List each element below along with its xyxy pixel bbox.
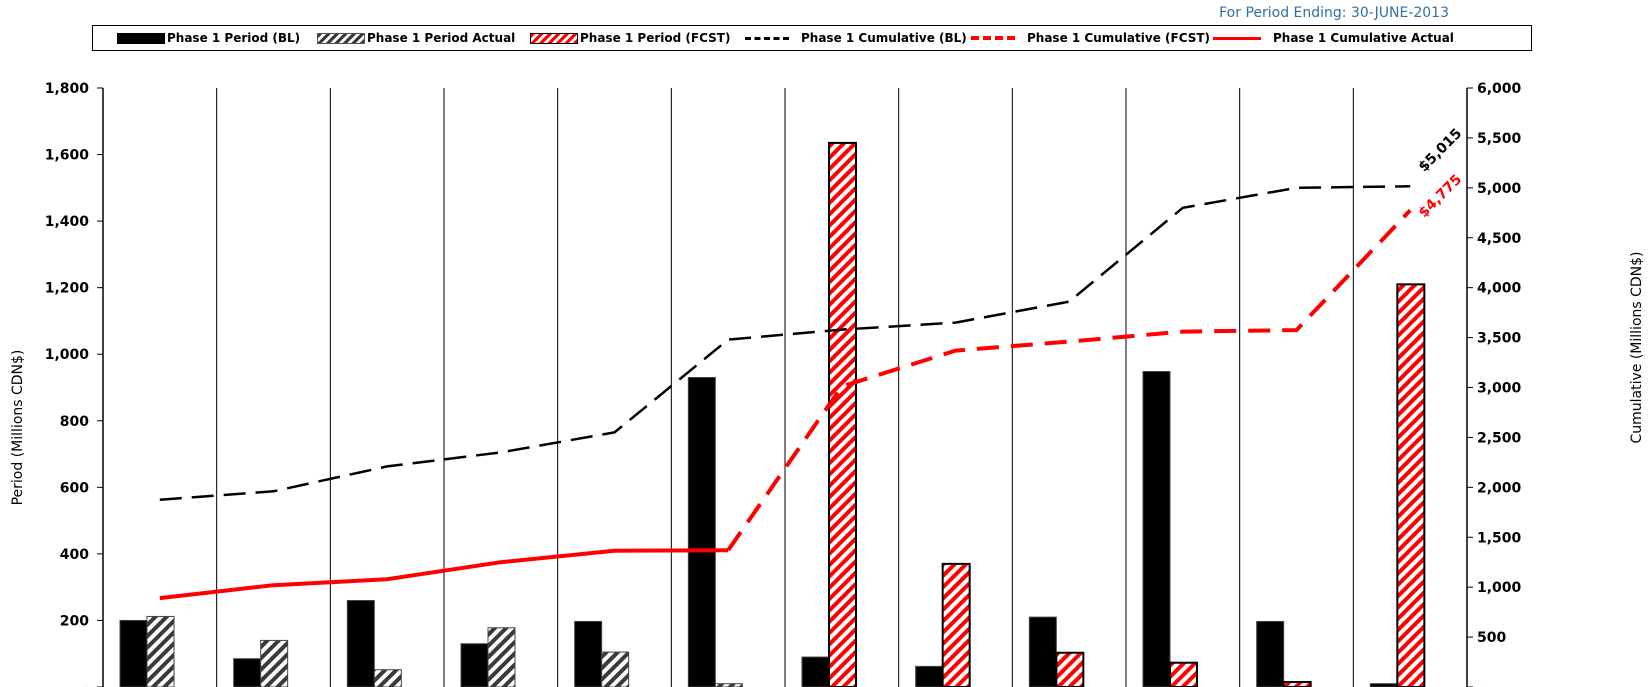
solid-black-swatch-icon (117, 32, 165, 44)
y-tick-label-right: 6,000 (1477, 81, 1522, 97)
bar-solid-black (574, 620, 603, 687)
legend-label: Phase 1 Cumulative Actual (1273, 31, 1454, 45)
y-tick-label-left: - (83, 680, 89, 687)
hatch-red-swatch-icon (530, 32, 578, 44)
y-tick-label-right: 4,000 (1477, 281, 1522, 297)
bar-hatch-black (146, 615, 175, 687)
bar-solid-black (460, 643, 489, 687)
bar-hatch-red (1282, 681, 1312, 687)
bar-hatch-black (260, 639, 289, 687)
y-tick-label-left: 200 (60, 613, 89, 629)
y-tick-label-right: 1,000 (1477, 580, 1522, 596)
period-ending-note: For Period Ending: 30-JUNE-2013 (1219, 5, 1449, 21)
bar-hatch-black (487, 627, 516, 687)
legend-item-period-actual: Phase 1 Period Actual (317, 26, 515, 50)
line-solid-red (159, 548, 729, 601)
y-tick-label-left: 1,000 (45, 347, 90, 363)
bar-solid-black (346, 599, 375, 687)
bar-hatch-black (714, 683, 743, 687)
data-label-annotation: $4,775 (1416, 172, 1466, 222)
legend-item-cumulative-bl: Phase 1 Cumulative (BL) (745, 26, 967, 50)
y-axis-label-right: Cumulative (Millions CDN$) (1629, 251, 1645, 443)
y-tick-label-left: 1,200 (45, 281, 90, 297)
legend-item-period-bl: Phase 1 Period (BL) (117, 26, 300, 50)
y-tick-label-left: 400 (60, 547, 89, 563)
legend-item-cumulative-fcst: Phase 1 Cumulative (FCST) (971, 26, 1210, 50)
y-tick-label-right: 3,000 (1477, 381, 1522, 397)
y-tick-label-right: 5,000 (1477, 181, 1522, 197)
bar-hatch-red (1055, 651, 1085, 687)
legend-label: Phase 1 Period Actual (367, 31, 516, 45)
y-axis-label-left: Period (Millions CDN$) (10, 350, 26, 506)
y-tick-label-right: 5,500 (1477, 131, 1522, 147)
bar-hatch-black (373, 669, 402, 687)
line-dash-red (726, 208, 1412, 552)
y-tick-label-right: 500 (1477, 630, 1506, 646)
legend-label: Phase 1 Cumulative (FCST) (1027, 31, 1211, 45)
bar-hatch-black (601, 651, 630, 687)
legend-item-period-fcst: Phase 1 Period (FCST) (530, 26, 730, 50)
solid-red-swatch-icon (1213, 36, 1261, 40)
y-tick-label-left: 600 (60, 480, 89, 496)
bar-solid-black (1256, 620, 1285, 687)
chart-legend: Phase 1 Period (BL) Phase 1 Period Actua… (92, 25, 1532, 51)
legend-label: Phase 1 Period (FCST) (580, 31, 731, 45)
dash-black-swatch-icon (745, 36, 789, 40)
y-tick-label-right: 1,500 (1477, 530, 1522, 546)
y-tick-label-right: 2,000 (1477, 480, 1522, 496)
y-tick-label-right: - (1477, 680, 1483, 687)
data-label-annotation: $5,015 (1416, 126, 1466, 176)
y-tick-label-left: 1,400 (45, 214, 90, 230)
bar-solid-black (119, 619, 148, 687)
y-tick-label-right: 2,500 (1477, 430, 1522, 446)
line-dash-black (159, 185, 1411, 502)
bar-solid-black (233, 658, 262, 687)
bar-hatch-red (1396, 283, 1426, 687)
y-tick-label-right: 3,500 (1477, 331, 1522, 347)
bar-solid-black (915, 665, 944, 687)
legend-label: Phase 1 Cumulative (BL) (801, 31, 967, 45)
y-tick-label-right: 4,500 (1477, 231, 1522, 247)
bar-solid-black (687, 377, 716, 687)
bar-hatch-red (1169, 661, 1198, 687)
y-tick-label-left: 1,600 (45, 148, 90, 164)
bar-solid-black (1142, 371, 1171, 687)
bar-solid-black (801, 656, 830, 687)
dash-red-swatch-icon (971, 36, 1015, 40)
bar-hatch-red (941, 562, 971, 687)
bar-hatch-red (828, 141, 857, 687)
legend-item-cumulative-actual: Phase 1 Cumulative Actual (1213, 26, 1454, 50)
bar-solid-black (1028, 616, 1057, 687)
y-tick-label-left: 800 (60, 414, 89, 430)
hatch-black-swatch-icon (317, 32, 365, 44)
y-tick-label-left: 1,800 (45, 81, 90, 97)
legend-label: Phase 1 Period (BL) (167, 31, 301, 45)
